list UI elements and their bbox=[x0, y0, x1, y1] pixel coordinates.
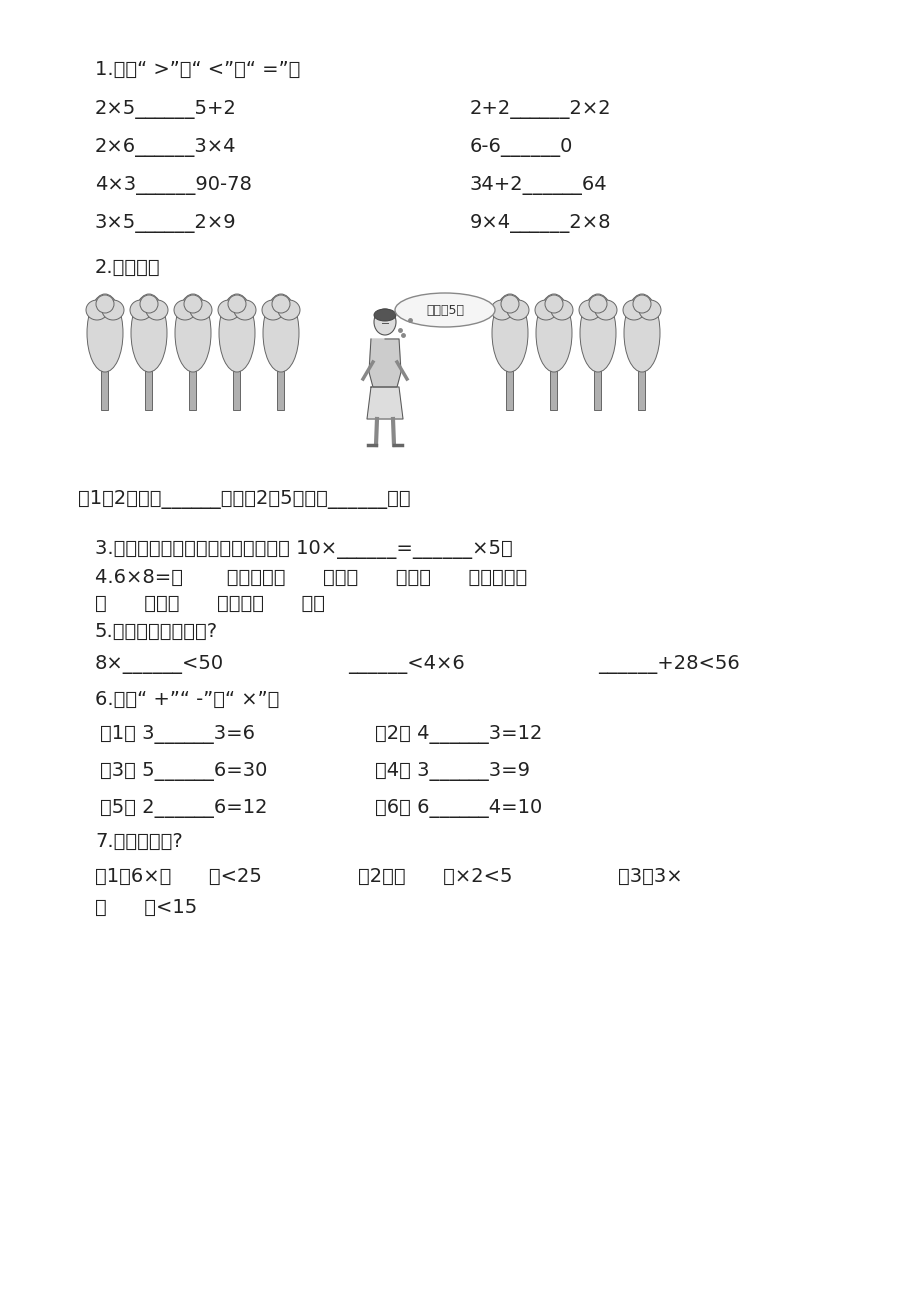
Ellipse shape bbox=[394, 293, 494, 327]
Text: 2×6______3×4: 2×6______3×4 bbox=[95, 138, 236, 158]
Ellipse shape bbox=[140, 296, 158, 312]
Text: （3） 5______6=30: （3） 5______6=30 bbox=[100, 762, 267, 781]
Text: 2.算一算。: 2.算一算。 bbox=[95, 258, 161, 277]
Ellipse shape bbox=[130, 299, 152, 320]
Ellipse shape bbox=[272, 296, 289, 312]
Text: 4×3______90-78: 4×3______90-78 bbox=[95, 176, 252, 195]
Bar bbox=[101, 368, 108, 410]
Ellipse shape bbox=[219, 294, 255, 372]
Ellipse shape bbox=[588, 296, 607, 312]
Ellipse shape bbox=[491, 299, 513, 320]
Ellipse shape bbox=[190, 299, 211, 320]
Ellipse shape bbox=[130, 294, 167, 372]
Text: 每人浇5棵: 每人浇5棵 bbox=[425, 303, 463, 316]
Text: 34+2______64: 34+2______64 bbox=[470, 176, 607, 195]
Text: 3.把遮住的数找出来，并写在上面。 10×______=______×5。: 3.把遮住的数找出来，并写在上面。 10×______=______×5。 bbox=[95, 540, 512, 559]
Ellipse shape bbox=[622, 299, 644, 320]
Text: ______+28<56: ______+28<56 bbox=[597, 655, 739, 674]
Text: 2+2______2×2: 2+2______2×2 bbox=[470, 100, 611, 118]
Ellipse shape bbox=[175, 294, 210, 372]
Text: 1.填上“ >”、“ <”或“ =”。: 1.填上“ >”、“ <”或“ =”。 bbox=[95, 60, 300, 79]
Text: （1）6×（      ）<25: （1）6×（ ）<25 bbox=[95, 867, 262, 885]
Ellipse shape bbox=[639, 299, 660, 320]
Text: （2）（      ）×2<5: （2）（ ）×2<5 bbox=[357, 867, 512, 885]
Ellipse shape bbox=[374, 309, 395, 335]
Text: 7.最大能填几?: 7.最大能填几? bbox=[95, 832, 183, 852]
Ellipse shape bbox=[501, 296, 518, 312]
Ellipse shape bbox=[96, 296, 114, 312]
Text: 6-6______0: 6-6______0 bbox=[470, 138, 573, 158]
Text: 4.6×8=（       ），表示（      ）个（      ）是（      ），也表示: 4.6×8=（ ），表示（ ）个（ ）是（ ），也表示 bbox=[95, 568, 527, 587]
Ellipse shape bbox=[550, 299, 573, 320]
Text: ______<4×6: ______<4×6 bbox=[347, 655, 464, 674]
Text: （2） 4______3=12: （2） 4______3=12 bbox=[375, 725, 542, 743]
Bar bbox=[278, 368, 284, 410]
Text: （4） 3______3=9: （4） 3______3=9 bbox=[375, 762, 529, 781]
Text: 8×______<50: 8×______<50 bbox=[95, 655, 224, 674]
Ellipse shape bbox=[184, 296, 202, 312]
Text: （3）3×: （3）3× bbox=[618, 867, 682, 885]
Ellipse shape bbox=[174, 299, 196, 320]
Bar bbox=[550, 368, 557, 410]
Ellipse shape bbox=[262, 299, 284, 320]
Ellipse shape bbox=[233, 299, 255, 320]
Text: （6） 6______4=10: （6） 6______4=10 bbox=[375, 799, 541, 818]
Ellipse shape bbox=[492, 294, 528, 372]
Ellipse shape bbox=[87, 294, 123, 372]
Text: 2×5______5+2: 2×5______5+2 bbox=[95, 100, 236, 118]
Text: 9×4______2×8: 9×4______2×8 bbox=[470, 214, 611, 233]
Bar bbox=[233, 368, 240, 410]
Ellipse shape bbox=[632, 296, 651, 312]
Text: 6.填上“ +”“ -”或“ ×”。: 6.填上“ +”“ -”或“ ×”。 bbox=[95, 690, 279, 710]
Ellipse shape bbox=[506, 299, 528, 320]
Ellipse shape bbox=[579, 294, 616, 372]
Text: （1）2个人浇______棵；（2）5个人浇______棵。: （1）2个人浇______棵；（2）5个人浇______棵。 bbox=[78, 490, 410, 509]
Ellipse shape bbox=[228, 296, 245, 312]
Text: 5.横线上最大能填几?: 5.横线上最大能填几? bbox=[95, 622, 218, 641]
Ellipse shape bbox=[278, 299, 300, 320]
Text: （1） 3______3=6: （1） 3______3=6 bbox=[100, 725, 255, 743]
Polygon shape bbox=[367, 387, 403, 419]
Ellipse shape bbox=[374, 309, 395, 322]
Text: （      ）<15: （ ）<15 bbox=[95, 898, 197, 917]
Ellipse shape bbox=[218, 299, 240, 320]
Ellipse shape bbox=[263, 294, 299, 372]
Bar bbox=[189, 368, 197, 410]
Ellipse shape bbox=[623, 294, 659, 372]
Ellipse shape bbox=[536, 294, 572, 372]
Text: 3×5______2×9: 3×5______2×9 bbox=[95, 214, 236, 233]
Ellipse shape bbox=[578, 299, 600, 320]
Bar bbox=[145, 368, 153, 410]
Ellipse shape bbox=[544, 296, 562, 312]
Polygon shape bbox=[369, 339, 401, 387]
Text: （      ）的（      ）倍是（      ）。: （ ）的（ ）倍是（ ）。 bbox=[95, 594, 324, 613]
Text: （5） 2______6=12: （5） 2______6=12 bbox=[100, 799, 267, 818]
Ellipse shape bbox=[85, 299, 108, 320]
Ellipse shape bbox=[595, 299, 617, 320]
Bar bbox=[506, 368, 513, 410]
Bar bbox=[638, 368, 645, 410]
Bar bbox=[594, 368, 601, 410]
Ellipse shape bbox=[146, 299, 168, 320]
Ellipse shape bbox=[535, 299, 556, 320]
Ellipse shape bbox=[102, 299, 124, 320]
